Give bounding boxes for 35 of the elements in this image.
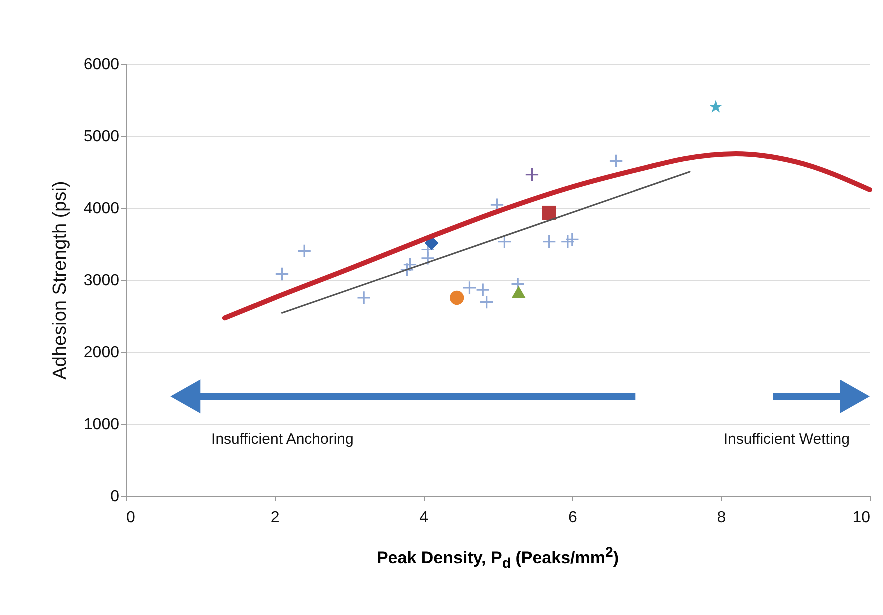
y-tick-label: 3000: [84, 272, 120, 290]
point: [403, 258, 418, 272]
x-tick-label: 2: [270, 510, 280, 526]
point: [297, 244, 312, 258]
point: [542, 206, 556, 220]
y-tick-label: 2000: [84, 344, 120, 362]
y-tick-label: 6000: [84, 56, 120, 74]
point: [400, 262, 414, 278]
point: [462, 280, 477, 296]
point: [525, 168, 540, 182]
x-axis-title: Peak Density, P$_{d}$ (Peaks/mm$^{2}$): [376, 545, 620, 572]
x-tick-label: 0: [126, 510, 136, 526]
point: [480, 295, 494, 310]
x-tick-label: 10: [852, 510, 871, 526]
point: [498, 234, 512, 249]
point: [560, 234, 576, 249]
y-tick-label: 0: [110, 488, 120, 506]
point: [356, 290, 372, 306]
y-tick-label: 1000: [84, 416, 120, 434]
point: [709, 100, 723, 113]
annotation: Insufficient Wetting: [724, 430, 850, 448]
y-tick-label: 4000: [84, 200, 120, 218]
x-tick-label: 8: [717, 510, 726, 526]
point: [275, 267, 290, 282]
y-tick-label: 5000: [84, 128, 120, 146]
point: [476, 282, 490, 298]
point: [609, 154, 624, 168]
point: [542, 234, 556, 249]
annotation: Insufficient Anchoring: [212, 430, 354, 448]
x-tick-label: 4: [420, 510, 429, 526]
x-tick-label: 6: [568, 510, 578, 526]
y-axis-title: Adhesion Strength (psi): [50, 181, 71, 380]
point: [450, 290, 464, 306]
point: [512, 286, 526, 298]
point: [565, 232, 580, 247]
